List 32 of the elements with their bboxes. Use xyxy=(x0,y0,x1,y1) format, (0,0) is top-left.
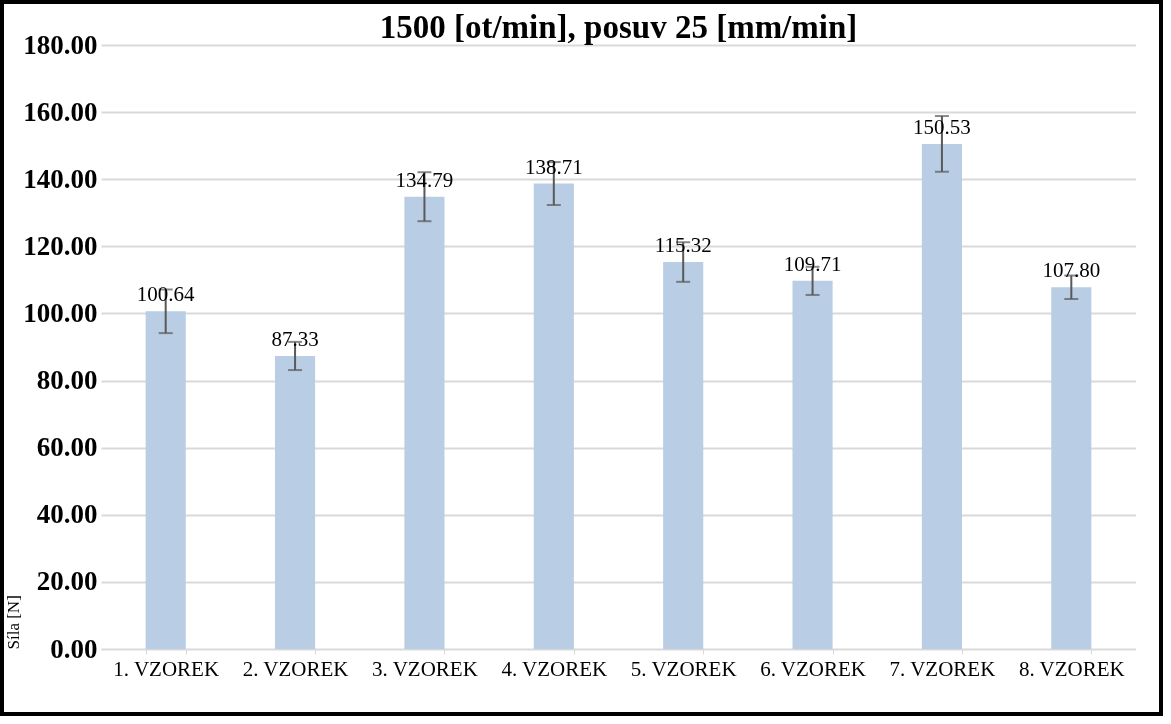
bar xyxy=(663,262,704,649)
bar xyxy=(533,183,574,649)
chart-title: 1500 [ot/min], posuv 25 [mm/min] xyxy=(379,9,858,45)
y-tick-label: 20.00 xyxy=(36,566,98,597)
x-tick-label: 6. VZOREK xyxy=(760,656,866,681)
y-axis-title: Síla [N] xyxy=(4,595,24,650)
y-tick-label: 40.00 xyxy=(36,499,98,530)
data-label: 109.71 xyxy=(783,251,842,276)
data-label: 107.80 xyxy=(1042,258,1101,283)
data-label: 87.33 xyxy=(271,326,319,351)
bar xyxy=(275,355,316,649)
y-tick-label: 100.00 xyxy=(23,297,98,328)
x-tick-label: 1. VZOREK xyxy=(113,656,220,681)
bar xyxy=(404,196,445,649)
bar xyxy=(1051,287,1092,649)
y-tick-label: 140.00 xyxy=(23,163,98,194)
bar xyxy=(921,143,962,649)
y-tick-label: 80.00 xyxy=(36,365,98,396)
x-tick-label: 7. VZOREK xyxy=(889,656,996,681)
bar xyxy=(792,280,833,649)
x-tick-label: 4. VZOREK xyxy=(501,656,608,681)
x-tick-label: 8. VZOREK xyxy=(1018,656,1125,681)
y-tick-label: 0.00 xyxy=(50,633,98,664)
y-tick-label: 180.00 xyxy=(23,29,98,60)
x-tick-label: 2. VZOREK xyxy=(242,656,349,681)
data-label: 115.32 xyxy=(654,233,712,258)
x-tick-label: 3. VZOREK xyxy=(372,656,478,681)
y-tick-label: 120.00 xyxy=(23,230,98,261)
x-tick-label: 5. VZOREK xyxy=(630,656,737,681)
y-tick-label: 60.00 xyxy=(36,432,98,463)
bar xyxy=(145,311,186,649)
y-tick-label: 160.00 xyxy=(23,96,98,127)
